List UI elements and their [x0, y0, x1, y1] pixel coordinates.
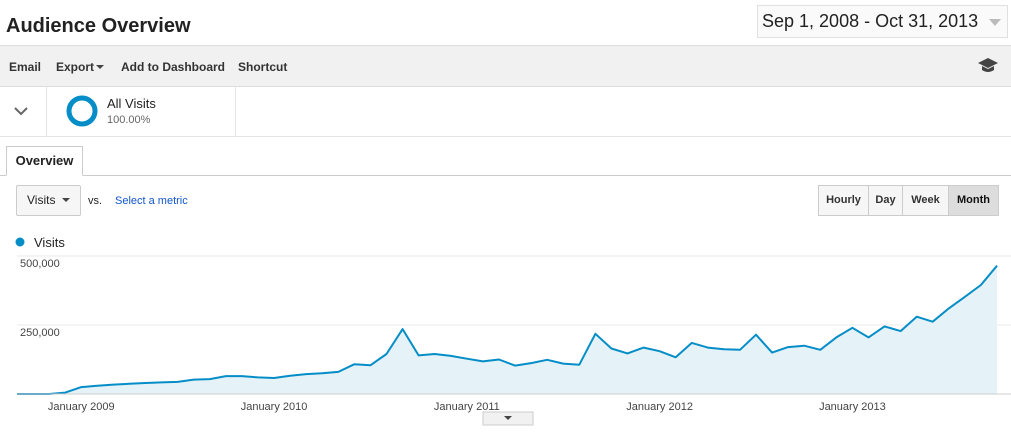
legend-dot [15, 237, 25, 247]
granularity-button[interactable]: Month [948, 185, 999, 216]
line [17, 265, 998, 395]
metric-dropdown[interactable]: Visits [16, 185, 81, 216]
chevron [14, 107, 28, 116]
date-range[interactable]: Sep 1, 2008 - Oct 31, 2013 [757, 5, 1008, 38]
tab-line [0, 175, 1011, 176]
segment-percent: 100.00% [107, 114, 151, 126]
segment-donut [66, 95, 98, 127]
bottom-handle[interactable] [482, 411, 534, 426]
toolbar-item[interactable]: Shortcut [238, 60, 288, 74]
x-tick-label: January 2011 [434, 401, 500, 413]
y-tick-label: 250,000 [20, 327, 60, 339]
select-metric-link[interactable]: Select a metric [115, 195, 188, 207]
toolbar: Email Export Add to Dashboard Shortcut [0, 45, 1011, 87]
granularity-button[interactable]: Day [868, 185, 903, 216]
toolbar-item[interactable]: Add to Dashboard [121, 60, 225, 74]
dropdown-arrow [989, 19, 1001, 26]
area [17, 265, 997, 394]
segment-name: All Visits [107, 96, 156, 111]
metric-text: Visits [27, 193, 56, 207]
vs-label: vs. [88, 195, 103, 207]
x-tick-label: January 2009 [48, 401, 115, 413]
x-tick-label: January 2012 [626, 401, 693, 413]
y-tick-label: 500,000 [20, 258, 60, 270]
help-icon[interactable] [978, 58, 998, 74]
toolbar-item[interactable]: Email [9, 60, 42, 74]
x-tick-label: January 2010 [241, 401, 308, 413]
granularity-button[interactable]: Week [902, 185, 949, 216]
x-tick-label: January 2013 [819, 401, 886, 413]
dropdown-arrow [62, 198, 70, 202]
export-arrow [96, 65, 104, 69]
segment-toggle[interactable] [0, 87, 47, 136]
toolbar-item[interactable]: Export [56, 60, 95, 74]
granularity-button[interactable]: Hourly [818, 185, 869, 216]
date-range-text: Sep 1, 2008 - Oct 31, 2013 [762, 11, 979, 31]
tab[interactable]: Overview [6, 146, 83, 176]
segment-row [0, 87, 1011, 137]
page-title: Audience Overview [6, 15, 191, 37]
legend-label: Visits [34, 235, 65, 250]
divider [235, 87, 236, 136]
